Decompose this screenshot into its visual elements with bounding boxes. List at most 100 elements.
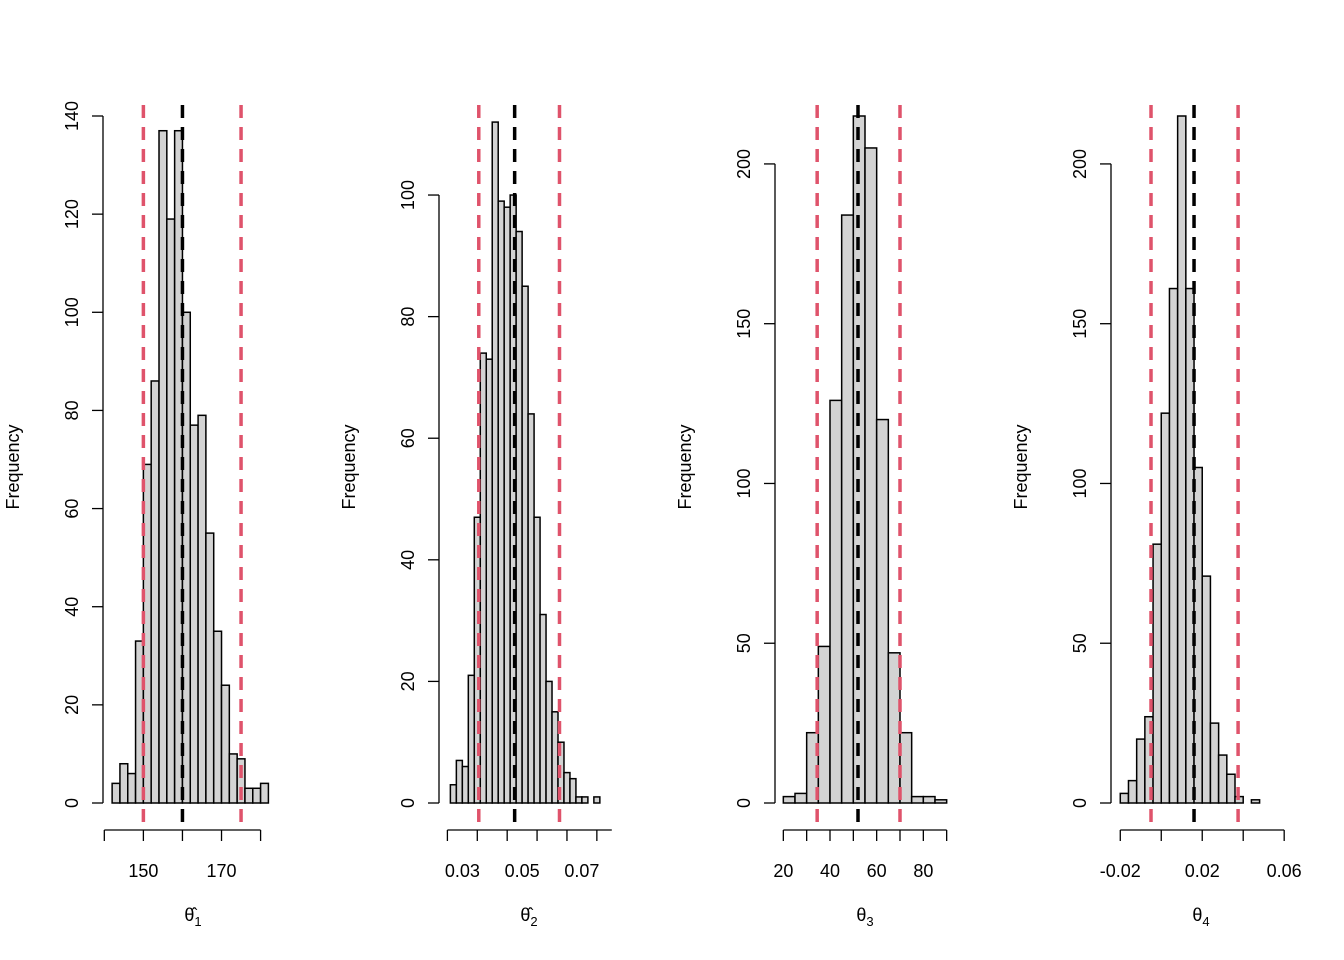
histogram-bar — [545, 680, 553, 804]
histogram-bar — [1152, 543, 1163, 804]
histogram-bar — [205, 532, 215, 804]
histogram-bar — [449, 784, 458, 804]
histogram-bar — [575, 796, 583, 804]
histogram-bar — [119, 762, 129, 804]
histogram-panel-1: 150 170 θ̂1 0 20 40 60 80 100 120 140 Frequency — [3, 101, 270, 929]
y-tick-label: 150 — [1070, 309, 1090, 339]
histogram-bar — [503, 206, 511, 804]
y-tick-label: 0 — [398, 798, 418, 808]
y-tick-label: 150 — [734, 309, 754, 339]
histogram-bar — [455, 759, 464, 804]
y-tick-label: 0 — [734, 798, 754, 808]
histogram-bar — [189, 424, 199, 804]
y-tick-label: 140 — [62, 101, 82, 131]
histogram-bar — [1168, 287, 1179, 804]
x-tick-label: 170 — [206, 861, 236, 881]
histogram-bar — [527, 413, 535, 804]
y-tick-label: 200 — [1070, 149, 1090, 179]
x-tick-label: 0.02 — [1185, 861, 1220, 881]
histogram-bar — [166, 218, 176, 804]
y-tick-label: 100 — [398, 180, 418, 210]
y-tick-label: 100 — [734, 468, 754, 498]
y-tick-label: 20 — [398, 671, 418, 691]
histogram-bar — [236, 758, 246, 804]
x-tick-label: 80 — [913, 861, 933, 881]
y-tick-label: 60 — [398, 428, 418, 448]
histogram-bar — [864, 147, 878, 804]
y-axis-label: Frequency — [339, 424, 359, 509]
histogram-bar — [910, 795, 925, 804]
histogram-bar — [1135, 738, 1146, 804]
histogram-bar — [521, 285, 529, 804]
histogram-panel-2: 0.03 0.05 0.07 θ̂2 0 20 40 60 80 100 Frequency — [339, 105, 612, 929]
histogram-bar — [150, 380, 160, 804]
histogram-bar — [485, 358, 493, 804]
histogram-bar — [127, 772, 137, 804]
x-axis-label: θ̂1 — [184, 905, 201, 929]
histogram-bar — [533, 516, 541, 804]
y-axis-label: Frequency — [675, 424, 695, 509]
histogram-panel-3: 20 40 60 80 θ3 0 50 100 150 200 Frequency — [675, 105, 948, 929]
x-tick-label: 0.07 — [564, 861, 599, 881]
x-tick-label: 150 — [128, 861, 158, 881]
x-axis-label: θ3 — [856, 905, 873, 929]
y-tick-label: 20 — [62, 695, 82, 715]
histogram-bar — [581, 796, 589, 804]
histogram-bar — [817, 645, 831, 804]
x-tick-label: 0.03 — [445, 861, 480, 881]
histogram-panel-4: -0.02 0.02 0.06 θ4 0 50 100 150 200 Frequency — [1011, 105, 1302, 929]
histogram-bar — [228, 753, 238, 804]
histogram-bar — [467, 674, 476, 804]
histogram-bar — [212, 630, 223, 804]
histogram-bar — [922, 795, 936, 804]
y-tick-label: 60 — [62, 499, 82, 519]
histogram-bar — [1209, 722, 1220, 804]
histogram-bar — [461, 765, 470, 804]
y-tick-label: 80 — [62, 400, 82, 420]
histogram-bar — [497, 200, 505, 804]
histogram-bar — [551, 711, 559, 804]
y-tick-label: 120 — [62, 199, 82, 229]
histogram-bar — [593, 796, 601, 804]
x-tick-label: 20 — [773, 861, 793, 881]
y-tick-label: 100 — [62, 297, 82, 327]
histogram-bar — [1226, 773, 1236, 804]
x-tick-label: 0.05 — [505, 861, 540, 881]
histogram-bar — [840, 214, 855, 804]
x-axis-label: θ4 — [1192, 905, 1209, 929]
y-tick-label: 0 — [62, 798, 82, 808]
histogram-bar — [563, 771, 571, 804]
y-tick-label: 0 — [1070, 798, 1090, 808]
y-axis-label: Frequency — [1011, 424, 1031, 509]
histogram-bar — [782, 795, 796, 804]
histogram-bar — [569, 777, 577, 804]
histogram-bar — [794, 792, 808, 804]
y-tick-label: 80 — [398, 307, 418, 327]
y-tick-label: 100 — [1070, 468, 1090, 498]
x-tick-label: 0.06 — [1267, 861, 1302, 881]
histogram-bar — [244, 787, 254, 804]
histogram-bar — [1160, 412, 1171, 804]
histogram-bar — [197, 414, 207, 804]
histogram-bar — [158, 129, 168, 804]
histogram-bar — [875, 418, 890, 804]
histogram-bar — [539, 613, 547, 804]
histogram-bar — [1250, 799, 1261, 804]
histogram-bar — [259, 782, 270, 804]
x-tick-label: 40 — [820, 861, 840, 881]
histogram-bar — [1127, 779, 1138, 804]
y-tick-label: 40 — [398, 550, 418, 570]
y-tick-label: 40 — [62, 597, 82, 617]
histogram-bar — [1119, 792, 1130, 804]
histogram-bar — [479, 352, 488, 804]
y-axis-label: Frequency — [3, 424, 23, 509]
x-axis-label: θ̂2 — [520, 905, 537, 929]
y-tick-label: 50 — [734, 633, 754, 653]
histogram-bar — [934, 799, 948, 804]
histogram-bar — [829, 399, 843, 804]
histogram-bar — [1176, 115, 1187, 804]
histogram-bar — [515, 230, 523, 804]
histogram-bar — [1201, 575, 1212, 804]
histogram-bar — [220, 684, 231, 804]
